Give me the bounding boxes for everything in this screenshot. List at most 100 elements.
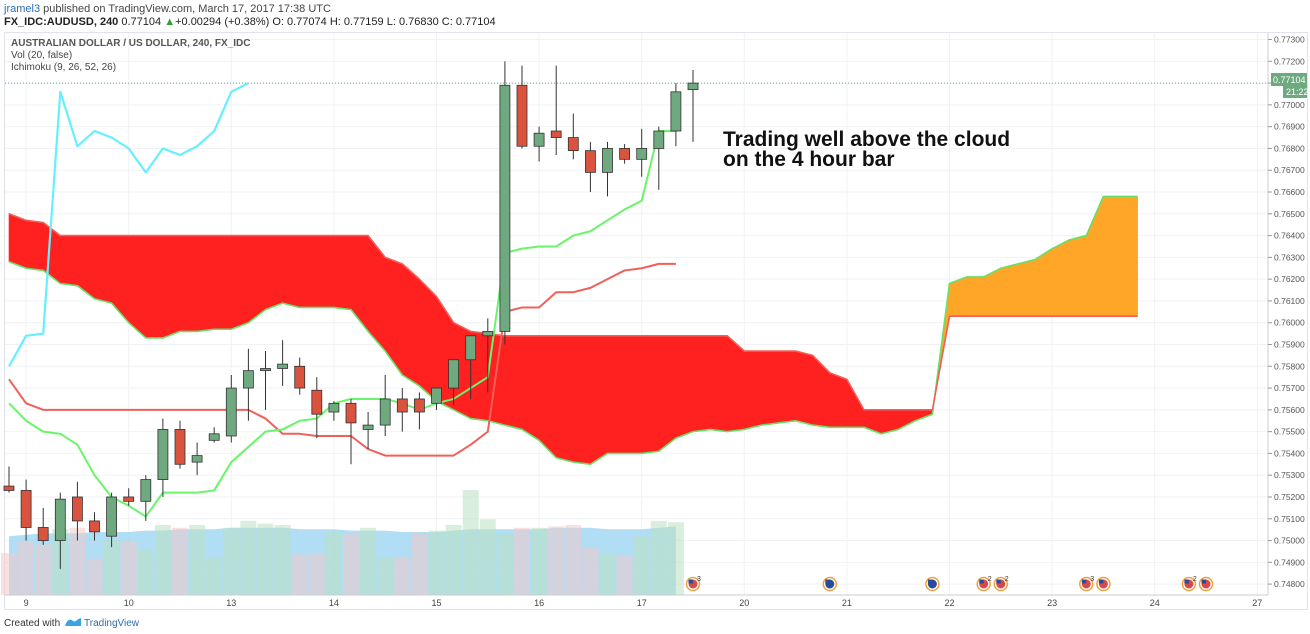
flag-canton (1098, 579, 1104, 584)
volume-bar (462, 490, 479, 595)
open-value: O: 0.77074 (272, 16, 327, 28)
volume-bar (411, 533, 428, 595)
published-text: published on TradingView.com, March 17, … (43, 3, 331, 15)
volume-bar (616, 555, 633, 595)
candle-up (431, 387, 442, 404)
cloud-segment-bullish (1051, 239, 1070, 317)
event-count: 2 (988, 576, 992, 583)
cloud-segment-bearish (384, 256, 403, 376)
cloud-segment-bullish (1068, 235, 1087, 317)
volume-bar (428, 530, 445, 595)
candle-up (277, 363, 289, 369)
ichimoku-lines (8, 82, 1138, 518)
cloud-segment-bearish (350, 235, 369, 333)
time-tick-label: 16 (534, 598, 544, 608)
volume-bar (308, 553, 325, 595)
candle-up (482, 331, 494, 337)
volume-pane (1, 490, 684, 595)
price-tag: 0.77104 21:22 (1271, 73, 1309, 98)
triangle-up-icon: ▲ (164, 16, 176, 28)
flag-canton (1184, 579, 1189, 584)
price-tick-label: 0.76100 (1274, 296, 1305, 306)
author-link[interactable]: jramel3 (4, 3, 41, 15)
volume-bar (599, 553, 616, 595)
cloud-segment-bearish (795, 350, 813, 426)
price-tick-label: 0.77300 (1274, 35, 1305, 45)
cloud-segment-bearish (77, 235, 95, 300)
candle-up (225, 387, 237, 437)
cloud-segment-bullish (1103, 196, 1121, 317)
volume-bar (496, 533, 513, 595)
volume-bar (154, 525, 171, 595)
cloud-segment-bearish (761, 350, 779, 426)
volume-bar (394, 557, 411, 595)
price-tick-label: 0.76900 (1274, 122, 1305, 132)
candle-down (89, 520, 100, 533)
cloud-segment-bearish (25, 219, 44, 271)
cloud-segment-bullish (966, 276, 984, 317)
cloud-segment-bearish (555, 335, 574, 463)
volume-bar (360, 527, 377, 595)
volume-bar (120, 541, 137, 595)
cloud-segment-bearish (299, 235, 318, 308)
flag-canton (979, 579, 984, 584)
senkou-span-b-line (8, 213, 1138, 411)
time-tick-label: 27 (1252, 598, 1262, 608)
volume-bar (86, 558, 103, 595)
time-tick-label: 9 (24, 598, 29, 608)
high-value: H: 0.77159 (329, 16, 384, 28)
cloud-segment-bearish (744, 350, 762, 430)
candle-up (379, 398, 391, 426)
price-tick-label: 0.75000 (1274, 536, 1305, 546)
cloud-segment-bearish (196, 235, 215, 332)
time-tick-label: 21 (842, 598, 852, 608)
annotation-line-2: on the 4 hour bar (723, 148, 895, 171)
price-tick-label: 0.76800 (1274, 143, 1305, 153)
price-tick-label: 0.76000 (1274, 318, 1305, 328)
annotation: Trading well above the cloud on the 4 ho… (723, 128, 1010, 171)
volume-bar (1, 553, 17, 595)
candle-up (533, 132, 545, 147)
candle-up (448, 359, 460, 389)
cloud-segment-bearish (504, 335, 523, 430)
cloud-segment-bearish (709, 335, 728, 432)
event-count: 2 (1005, 576, 1009, 583)
volume-bar (103, 539, 120, 595)
legend-volume[interactable]: Vol (20, false) (11, 50, 73, 61)
event-count: 2 (1193, 576, 1197, 583)
cloud-segment-bearish (658, 335, 677, 452)
candle-up (328, 402, 340, 413)
footer: Created with TradingView (0, 612, 1310, 634)
candle-up (653, 130, 665, 149)
candle-up (140, 479, 152, 502)
close-value: C: 0.77104 (441, 16, 496, 28)
candle-down (585, 150, 596, 173)
low-value: L: 0.76830 (386, 16, 439, 28)
cloud-segment-bullish (1120, 196, 1138, 317)
tradingview-link[interactable]: TradingView (84, 618, 140, 629)
event-count: 3 (697, 576, 701, 583)
volume-bar (291, 554, 308, 595)
cloud-segment-bearish (162, 235, 181, 339)
candle-down (396, 398, 408, 413)
price-tick-label: 0.75600 (1274, 405, 1305, 415)
candle-up (362, 424, 374, 430)
candle-down (413, 398, 425, 413)
candle-up (670, 91, 682, 132)
cloud-segment-bearish (282, 235, 300, 308)
cloud-segment-bearish (333, 235, 352, 310)
candle-down (174, 429, 186, 465)
volume-bar (667, 522, 684, 595)
price-tick-label: 0.75500 (1274, 427, 1305, 437)
time-tick-label: 15 (431, 598, 441, 608)
volume-bar (274, 525, 291, 595)
volume-bar (206, 557, 223, 595)
price-tick-label: 0.75200 (1274, 492, 1305, 502)
cloud-segment-bearish (692, 335, 711, 432)
time-tick-label: 22 (944, 598, 954, 608)
legend-ichimoku[interactable]: Ichimoku (9, 26, 52, 26) (11, 62, 117, 73)
volume-bar (18, 541, 35, 595)
candle-up (242, 370, 254, 389)
volume-bar (137, 550, 154, 595)
